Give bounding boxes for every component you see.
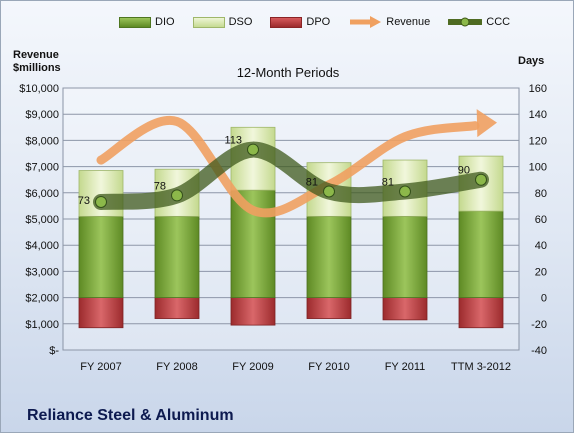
company-name: Reliance Steel & Aluminum [27,407,234,424]
legend-item-dio: DIO [119,15,175,29]
legend-arrow-icon [350,16,382,28]
right-axis-title: Days [518,55,545,67]
bar-dpo [230,297,276,326]
revenue-line [96,115,480,218]
revenue-arrowhead [476,109,497,138]
right-tick-label: 20 [535,266,547,278]
right-tick-label: -20 [531,319,547,331]
left-tick-label: $4,000 [25,240,59,252]
legend-item-dso: DSO [192,15,253,29]
bar-dio [78,215,124,299]
left-tick-label: $5,000 [25,214,59,226]
left-tick-label: $9,000 [25,109,59,121]
legend-label-dio: DIO [155,16,175,28]
legend-swatch-dso [192,16,225,28]
left-tick-label: $8,000 [25,135,59,147]
bar-dpo [458,297,504,329]
legend-item-ccc: CCC [448,15,510,29]
ccc-point [323,185,335,198]
chart-title: 12-Month Periods [236,65,340,80]
bar-dio [154,215,200,299]
ccc-data-label: 90 [458,165,470,177]
legend-item-dpo: DPO [270,15,330,29]
bar-dio [306,215,352,299]
left-tick-label: $2,000 [25,293,59,305]
right-tick-label: 140 [529,109,547,121]
left-tick-label: $6,000 [25,188,59,200]
right-tick-label: 80 [535,188,547,200]
ccc-data-label: 113 [224,135,242,147]
right-tick-label: 160 [529,83,547,95]
left-axis-title-line1: Revenue [13,49,59,61]
left-tick-label: $3,000 [25,266,59,278]
legend-label-ccc: CCC [486,16,511,28]
left-tick-label: $- [49,345,59,357]
legend-swatch-dio [119,16,151,28]
left-axis-title-line2: $millions [13,62,61,74]
ccc-data-label: 81 [306,176,318,188]
ccc-point [171,189,183,202]
right-tick-label: 60 [535,214,547,226]
right-tick-label: 120 [529,135,547,147]
legend: DIO DSO DPO Revenue CCC [119,15,510,29]
bar-dpo [78,297,124,329]
category-label: FY 2009 [232,361,273,373]
left-tick-label: $10,000 [19,83,59,95]
left-axis-title: Revenue $millions [13,49,61,75]
ccc-point [247,143,259,156]
legend-label-dpo: DPO [306,16,331,28]
ccc-point [399,185,411,198]
ccc-data-label: 81 [382,176,394,188]
category-label: FY 2008 [156,361,197,373]
right-tick-label: 0 [541,293,547,305]
category-label: FY 2007 [80,361,121,373]
ccc-point [95,195,107,208]
bar-dio [458,210,504,298]
category-label: FY 2010 [308,361,349,373]
left-tick-label: $1,000 [25,319,59,331]
category-label: FY 2011 [385,361,426,373]
legend-label-dso: DSO [228,16,253,28]
legend-swatch-dpo [270,16,303,28]
bar-dpo [382,297,428,321]
right-tick-label: 40 [535,240,547,252]
ccc-point [475,173,487,186]
right-tick-label: 100 [529,162,547,174]
legend-ccc-marker-icon [448,17,483,27]
ccc-data-label: 73 [78,195,90,207]
left-tick-label: $7,000 [25,162,59,174]
ccc-data-label: 78 [154,180,166,192]
legend-item-revenue: Revenue [348,15,430,29]
bar-dio [382,215,428,299]
right-tick-label: -40 [531,345,547,357]
bar-dpo [154,297,200,319]
legend-label-revenue: Revenue [386,16,431,28]
bar-dpo [306,297,352,319]
category-label: TTM 3-2012 [451,361,511,373]
